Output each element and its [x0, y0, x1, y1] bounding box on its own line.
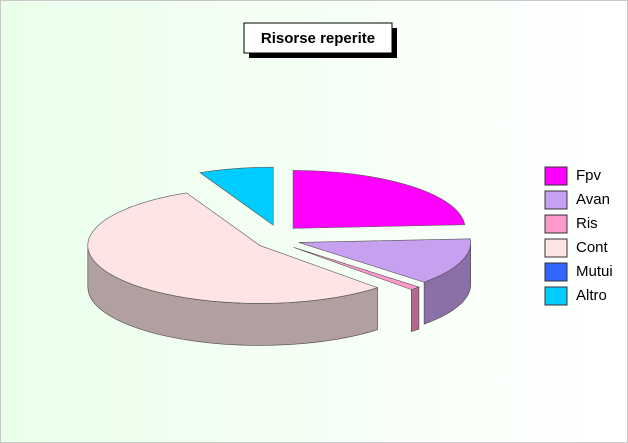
- slice-side-shade: [411, 287, 419, 332]
- legend-swatch: [544, 238, 568, 258]
- legend-label: Ris: [576, 215, 598, 232]
- pie-slice: [298, 238, 471, 325]
- slice-side-shade: [87, 245, 378, 346]
- legend-swatch: [544, 166, 568, 186]
- legend-label: Mutui: [576, 263, 613, 280]
- slice-top: [293, 247, 420, 290]
- pie-slice: [87, 192, 379, 346]
- pie-slice: [292, 170, 466, 229]
- chart-title: Risorse reperite: [261, 30, 375, 47]
- slice-side-shade: [424, 242, 471, 325]
- legend-swatch: [544, 214, 568, 234]
- legend-label: Avan: [576, 191, 610, 208]
- legend-swatch: [544, 262, 568, 282]
- legend-label: Fpv: [576, 167, 602, 184]
- legend-label: Cont: [576, 239, 609, 256]
- slice-top: [87, 192, 379, 304]
- legend-swatch: [544, 286, 568, 306]
- slice-top: [292, 170, 466, 229]
- slice-top: [298, 238, 471, 283]
- legend-label: Altro: [576, 287, 607, 304]
- pie-slice: [199, 166, 274, 226]
- legend-swatch: [544, 190, 568, 210]
- slice-top: [199, 166, 274, 226]
- title-box: [243, 22, 393, 54]
- pie-slice: [293, 247, 420, 333]
